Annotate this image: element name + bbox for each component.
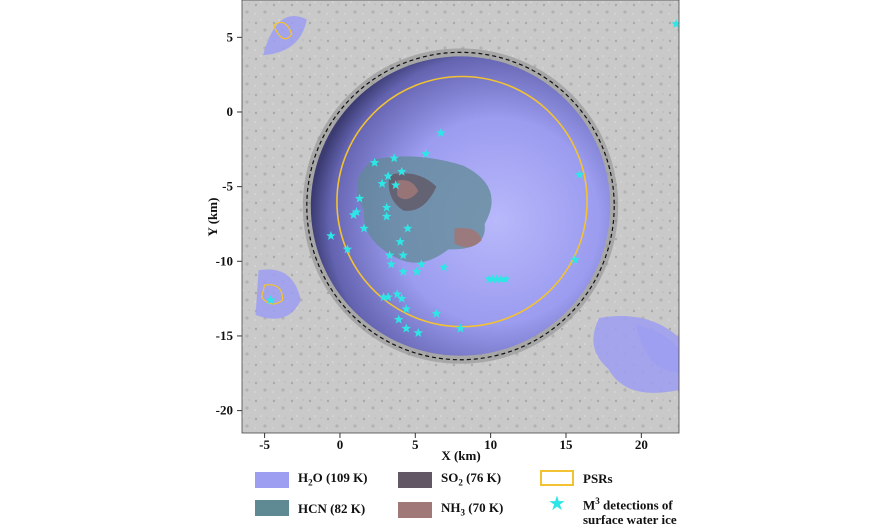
m3-detection-point bbox=[393, 314, 404, 324]
m3-detection-point bbox=[369, 157, 380, 167]
x-axis: -5 0 5 10 15 20 bbox=[259, 433, 648, 452]
x-axis-label: X (km) bbox=[441, 448, 480, 463]
m3-detection-point bbox=[383, 171, 393, 181]
h2o-patch-west bbox=[255, 269, 301, 319]
m3-detection-point bbox=[431, 308, 442, 318]
plot-frame bbox=[241, 0, 680, 434]
legend-swatch-so2 bbox=[398, 472, 432, 489]
legend-item-so2: SO2 (76 K) bbox=[398, 470, 501, 491]
m3-detection-point bbox=[570, 254, 580, 264]
legend-item-m3: ★ M3 detections of surface water ice bbox=[540, 492, 677, 527]
y-tick-label: -5 bbox=[222, 179, 233, 194]
m3-detection-point bbox=[574, 169, 585, 179]
y-axis-label: Y (km) bbox=[205, 198, 220, 237]
legend-label-so2: SO2 (76 K) bbox=[441, 470, 502, 488]
h2o-patch-northwest bbox=[263, 16, 307, 56]
m3-detection-point bbox=[342, 244, 353, 254]
y-tick-label: -15 bbox=[216, 328, 234, 343]
m3-detection-point bbox=[398, 250, 408, 260]
m3-detection-point bbox=[381, 202, 392, 212]
psr-main-outline bbox=[336, 75, 588, 328]
x-tick-label: 20 bbox=[635, 437, 648, 452]
m3-detection-point bbox=[396, 166, 407, 176]
legend-item-h2o: H2O (109 K) bbox=[255, 470, 368, 491]
h2o-patch-east bbox=[635, 324, 679, 372]
m3-detection-point bbox=[500, 274, 511, 284]
m3-detection-point bbox=[413, 327, 424, 338]
m3-detection-point bbox=[401, 304, 412, 314]
m3-detection-point bbox=[455, 323, 466, 333]
psr-northwest-outline bbox=[272, 21, 293, 40]
x-tick-label: 5 bbox=[412, 437, 419, 452]
legend-swatch-psr bbox=[540, 470, 574, 486]
m3-detection-point bbox=[377, 178, 387, 188]
legend-item-nh3: NH3 (70 K) bbox=[398, 500, 503, 521]
m3-detections-layer bbox=[265, 18, 679, 338]
x-tick-label: 0 bbox=[337, 437, 344, 452]
nh3-deposit-east bbox=[454, 227, 482, 248]
m3-detection-point bbox=[359, 223, 369, 233]
m3-detection-point bbox=[487, 274, 497, 284]
m3-detection-point bbox=[395, 236, 405, 246]
legend-label-nh3: NH3 (70 K) bbox=[441, 500, 504, 518]
m3-detection-point bbox=[384, 250, 395, 260]
legend-label-m3: M3 detections of surface water ice bbox=[583, 496, 677, 527]
plot-area bbox=[242, 0, 679, 433]
x-tick-label: 10 bbox=[484, 437, 497, 452]
m3-detection-point bbox=[389, 153, 399, 163]
legend-item-hcn: HCN (82 K) bbox=[255, 500, 365, 516]
m3-detection-point bbox=[412, 266, 422, 276]
legend-swatch-h2o bbox=[255, 472, 289, 489]
m3-detection-point bbox=[386, 259, 396, 269]
legend-item-psr: PSRs bbox=[540, 470, 613, 486]
legend-label-hcn: HCN (82 K) bbox=[298, 500, 366, 516]
m3-detection-point bbox=[398, 266, 408, 276]
m3-detection-point bbox=[354, 193, 365, 203]
m3-detection-point bbox=[390, 180, 401, 190]
m3-detection-point bbox=[671, 18, 679, 28]
m3-detection-point bbox=[383, 292, 393, 302]
y-tick-label: -20 bbox=[216, 403, 233, 418]
legend-label-psr: PSRs bbox=[583, 470, 613, 486]
y-axis: 5 0 -5 -10 -15 -20 bbox=[216, 29, 242, 418]
m3-detection-point bbox=[416, 259, 427, 269]
m3-detection-point bbox=[401, 323, 412, 333]
legend-swatch-nh3 bbox=[398, 502, 432, 519]
legend-label-h2o: H2O (109 K) bbox=[298, 470, 368, 488]
m3-detection-point bbox=[265, 295, 276, 305]
m3-detection-point bbox=[348, 210, 359, 220]
crater-rim-outline bbox=[306, 51, 615, 361]
m3-detection-point bbox=[403, 223, 413, 233]
m3-detection-point bbox=[326, 230, 336, 240]
legend-swatch-hcn bbox=[255, 500, 289, 516]
m3-detection-point bbox=[351, 207, 362, 217]
m3-detection-point bbox=[439, 262, 449, 272]
m3-detection-point bbox=[381, 211, 392, 221]
nh3-deposit bbox=[397, 180, 419, 200]
x-tick-label: 15 bbox=[559, 437, 573, 452]
m3-detection-point bbox=[491, 274, 502, 284]
m3-detection-point bbox=[496, 274, 506, 284]
m3-detection-point bbox=[378, 292, 389, 302]
y-tick-label: 5 bbox=[227, 29, 234, 44]
m3-detection-point bbox=[392, 289, 402, 299]
y-tick-label: 0 bbox=[227, 104, 234, 119]
ice-deposits-layer bbox=[255, 16, 679, 393]
x-tick-label: -5 bbox=[259, 437, 270, 452]
star-icon: ★ bbox=[548, 492, 566, 515]
y-tick-label: -10 bbox=[216, 253, 233, 268]
psr-west-outline bbox=[260, 284, 284, 305]
m3-detection-point bbox=[421, 148, 431, 158]
m3-detection-point bbox=[396, 293, 407, 303]
m3-detection-point bbox=[436, 127, 446, 137]
